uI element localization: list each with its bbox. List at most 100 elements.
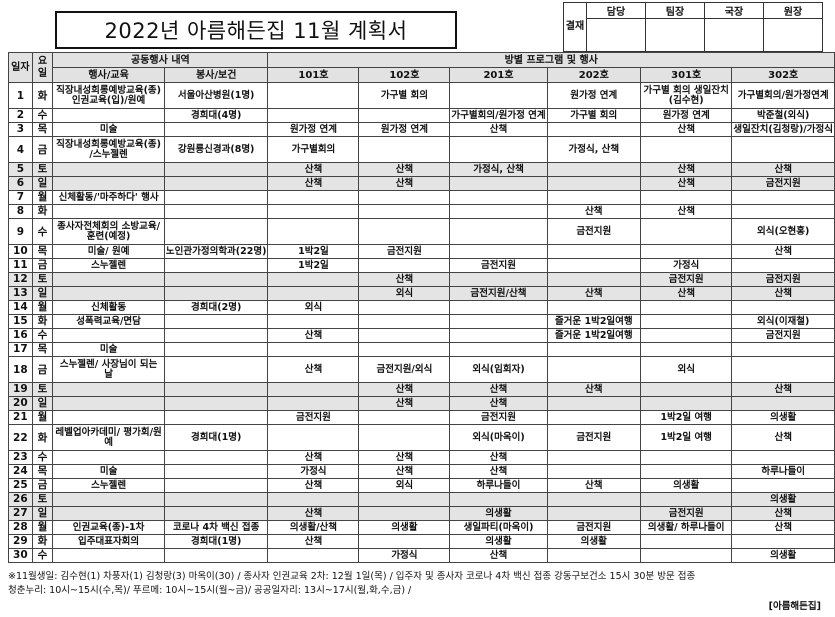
room-202-cell: 가정식, 산책	[546, 136, 641, 163]
room-102-cell: 외식	[358, 478, 451, 493]
table-row: 20 일 산책 산책	[8, 396, 835, 411]
event-cell: 미술	[52, 122, 165, 137]
event-cell: 스누젤렌/ 사장님이 되는 날	[52, 356, 165, 383]
room-301-cell: 금전지원	[639, 506, 733, 521]
room-302-cell	[731, 478, 835, 493]
header-room-302: 302호	[731, 67, 835, 83]
room-101-cell: 의생활/산책	[267, 520, 360, 535]
room-301-cell: 산책	[639, 176, 733, 191]
room-302-cell	[731, 450, 835, 465]
volunteer-cell	[163, 450, 269, 465]
room-201-cell: 의생활	[449, 534, 548, 549]
room-201-cell: 금전지원	[449, 410, 548, 425]
weekday-cell: 수	[31, 108, 54, 123]
room-201-cell: 산책	[449, 396, 548, 411]
event-cell: 신체활동	[52, 300, 165, 315]
volunteer-cell: 경희대(2명)	[163, 300, 269, 315]
room-202-cell	[546, 506, 641, 521]
table-row: 18 금 스누젤렌/ 사장님이 되는 날 산책 금전지원/외식 외식(임회자) 외식	[8, 356, 835, 383]
event-cell	[52, 162, 165, 177]
room-101-cell: 산책	[267, 506, 360, 521]
date-cell: 1	[8, 82, 33, 109]
volunteer-cell	[163, 314, 269, 329]
date-cell: 29	[8, 534, 33, 549]
room-202-cell	[546, 162, 641, 177]
event-cell	[52, 286, 165, 301]
approval-signature-slot	[763, 18, 823, 52]
volunteer-cell	[163, 328, 269, 343]
event-cell: 직장내성희롱예방교육(종) 인권교육(입)/원예	[52, 82, 165, 109]
room-302-cell	[731, 396, 835, 411]
weekday-cell: 화	[31, 82, 54, 109]
weekday-cell: 금	[31, 356, 54, 383]
event-cell: 신체활동/'마주하다' 행사	[52, 190, 165, 205]
room-101-cell	[267, 108, 360, 123]
room-102-cell: 의생활	[358, 520, 451, 535]
room-102-cell	[358, 410, 451, 425]
room-102-cell: 원가정 연계	[358, 122, 451, 137]
date-cell: 26	[8, 492, 33, 507]
weekday-cell: 월	[31, 190, 54, 205]
room-301-cell	[639, 328, 733, 343]
room-201-cell: 생일파티(마옥이)	[449, 520, 548, 535]
room-102-cell: 산책	[358, 450, 451, 465]
room-102-cell: 산책	[358, 382, 451, 397]
room-301-cell: 산책	[639, 122, 733, 137]
volunteer-cell	[163, 176, 269, 191]
room-102-cell	[358, 300, 451, 315]
room-202-cell: 산책	[546, 382, 641, 397]
volunteer-cell	[163, 506, 269, 521]
table-row: 25 금 스누젤렌 산책 외식 하루나들이 산책 의생활	[8, 478, 835, 493]
header-common-events: 공동행사 내역	[52, 52, 269, 68]
room-201-cell	[449, 176, 548, 191]
room-201-cell	[449, 328, 548, 343]
room-201-cell	[449, 204, 548, 219]
table-row: 26 토 의생활	[8, 492, 835, 507]
room-202-cell	[546, 244, 641, 259]
room-201-cell: 산책	[449, 548, 548, 563]
room-202-cell	[546, 548, 641, 563]
room-301-cell	[639, 492, 733, 507]
volunteer-cell	[163, 122, 269, 137]
event-cell: 인권교육(종)-1차	[52, 520, 165, 535]
room-101-cell: 산책	[267, 328, 360, 343]
room-101-cell: 금전지원	[267, 410, 360, 425]
room-202-cell	[546, 342, 641, 357]
volunteer-cell	[163, 342, 269, 357]
room-201-cell: 금전지원/산책	[449, 286, 548, 301]
event-cell	[52, 548, 165, 563]
weekday-cell: 일	[31, 176, 54, 191]
room-102-cell	[358, 108, 451, 123]
room-202-cell: 금전지원	[546, 520, 641, 535]
date-cell: 19	[8, 382, 33, 397]
room-102-cell	[358, 506, 451, 521]
table-row: 2 수 경희대(4명) 가구별회의/원가정 연계 가구별 회의 원가정 연계 박준철(외식)	[8, 108, 835, 123]
table-row: 9 수 종사자전체회의 소방교육/훈련(예정) 금전지원 외식(오현홍)	[8, 218, 835, 245]
room-302-cell: 산책	[731, 286, 835, 301]
room-301-cell: 원가정 연계	[639, 108, 733, 123]
room-102-cell: 가구별 회의	[358, 82, 451, 109]
event-cell	[52, 108, 165, 123]
weekday-cell: 화	[31, 424, 54, 451]
weekday-cell: 월	[31, 520, 54, 535]
date-cell: 16	[8, 328, 33, 343]
room-302-cell: 산책	[731, 424, 835, 451]
table-row: 30 수 가정식 산책 의생활	[8, 548, 835, 563]
room-201-cell: 금전지원	[449, 258, 548, 273]
room-302-cell	[731, 136, 835, 163]
room-302-cell: 외식(이재철)	[731, 314, 835, 329]
date-cell: 21	[8, 410, 33, 425]
approval-signature-slot	[586, 18, 646, 52]
weekday-cell: 일	[31, 396, 54, 411]
event-cell: 레벨업아카데미/ 평가회/원예	[52, 424, 165, 451]
room-101-cell: 1박2일	[267, 258, 360, 273]
room-202-cell	[546, 492, 641, 507]
table-row: 29 화 입주대표자회의 경희대(1명) 산책 의생활 의생활	[8, 534, 835, 549]
room-302-cell: 산책	[731, 520, 835, 535]
weekday-cell: 수	[31, 450, 54, 465]
room-102-cell	[358, 534, 451, 549]
plan-table: 일자 요일 공동행사 내역 방별 프로그램 및 행사 행사/교육 봉사/보건 1…	[8, 52, 835, 563]
room-202-cell: 의생활	[546, 534, 641, 549]
room-101-cell	[267, 548, 360, 563]
room-302-cell: 금전지원	[731, 176, 835, 191]
